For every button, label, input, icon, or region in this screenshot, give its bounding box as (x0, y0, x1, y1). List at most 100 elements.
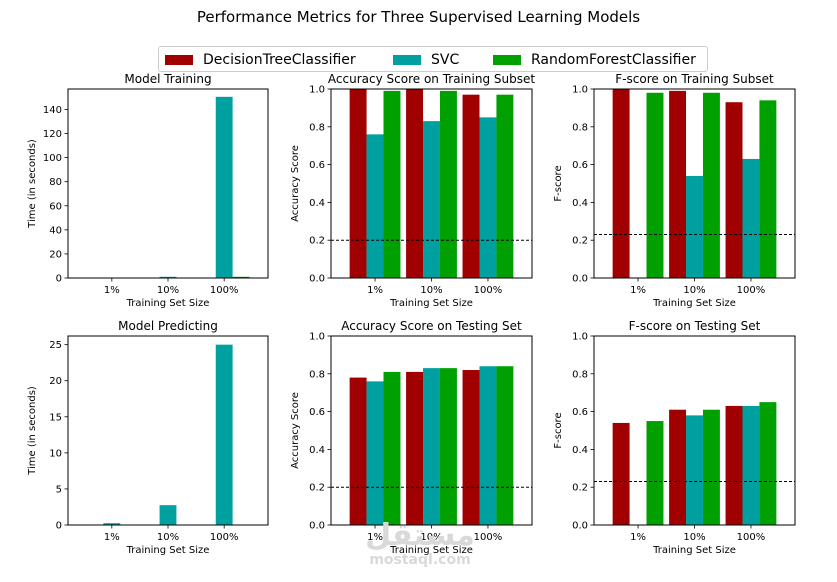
x-axis-label: Training Set Size (652, 545, 736, 556)
y-tick-label: 20 (49, 249, 62, 260)
bar-svc-2 (159, 505, 177, 525)
bar-dt-1 (612, 89, 630, 278)
x-tick-label: 100% (210, 285, 239, 296)
x-tick-label: 100% (737, 285, 766, 296)
legend: DecisionTreeClassifier SVC RandomForestC… (158, 46, 708, 72)
y-tick-label: 25 (49, 340, 62, 351)
bar-rf-1 (383, 90, 401, 278)
x-tick-label: 1% (104, 532, 120, 543)
y-tick-label: 5 (56, 484, 62, 495)
y-tick-label: 0.0 (572, 521, 588, 532)
bar-rf-2 (439, 368, 457, 525)
bar-dt-2 (669, 90, 687, 278)
y-tick-label: 120 (43, 129, 62, 140)
bar-dt-3 (462, 370, 480, 525)
bar-svc-3 (479, 117, 497, 278)
bar-dt-2 (406, 371, 424, 525)
bar-rf-1 (646, 421, 664, 525)
bar-svc-2 (686, 415, 703, 525)
y-tick-label: 0.8 (309, 122, 325, 133)
legend-item-svc: SVC (393, 50, 459, 70)
bar-rf-2 (702, 92, 720, 278)
plot-frame (67, 335, 269, 526)
bar-dt-1 (612, 422, 630, 525)
bar-svc-2 (423, 368, 440, 525)
x-axis-label: Training Set Size (126, 545, 210, 556)
chart-panel-3: 0.0 0.2 0.4 0.6 0.8 1.0 1% 10% 100% F-score on Tr… (553, 72, 796, 309)
panel-title: Model Training (124, 72, 211, 86)
bar-svc-1 (103, 523, 121, 525)
y-tick-label: 0.8 (572, 369, 588, 380)
x-tick-label: 10% (157, 285, 179, 296)
x-tick-label: 1% (630, 285, 646, 296)
x-tick-label: 1% (367, 285, 383, 296)
bar-dt-2 (406, 89, 424, 278)
bar-rf-3 (759, 100, 777, 278)
figure-title: Performance Metrics for Three Supervised… (196, 8, 641, 26)
y-tick-label: 1.0 (572, 332, 588, 343)
x-tick-label: 100% (474, 532, 503, 543)
bar-svc-1 (366, 381, 384, 525)
y-tick-label: 0.4 (572, 198, 588, 209)
bar-dt-2 (669, 409, 687, 525)
x-tick-label: 100% (210, 532, 239, 543)
y-tick-label: 10 (49, 448, 62, 459)
y-tick-label: 0.6 (572, 160, 588, 171)
y-tick-label: 0.6 (309, 160, 325, 171)
y-tick-label: 0.0 (309, 274, 325, 285)
legend-label-decision-tree: DecisionTreeClassifier (203, 52, 356, 68)
bar-svc-3 (742, 405, 760, 525)
y-tick-label: 0.6 (309, 407, 325, 418)
y-tick-label: 0.2 (572, 483, 588, 494)
chart-panel-4: 0 5 10 15 20 25 1% 10% 100% Model Predicting Train… (27, 319, 269, 556)
y-tick-label: 0.4 (309, 445, 325, 456)
y-axis-label: Time (in seconds) (27, 139, 38, 229)
y-tick-label: 0.2 (309, 236, 325, 247)
panel-title: F-score on Testing Set (629, 319, 761, 333)
x-tick-label: 10% (157, 532, 179, 543)
bar-rf-3 (496, 94, 514, 278)
bar-rf-1 (646, 92, 664, 278)
x-tick-label: 1% (104, 285, 120, 296)
y-tick-label: 0.8 (309, 369, 325, 380)
bar-svc-2 (423, 121, 440, 278)
bar-svc-3 (215, 344, 233, 525)
chart-panel-2: 0.0 0.2 0.4 0.6 0.8 1.0 1% 10% 100% Accuracy Scor… (290, 72, 535, 309)
legend-item-decision-tree: DecisionTreeClassifier (165, 50, 356, 70)
x-axis-label: Training Set Size (389, 298, 473, 309)
bar-rf-1 (383, 371, 401, 525)
x-axis-label: Training Set Size (126, 298, 210, 309)
x-tick-label: 100% (474, 285, 503, 296)
bar-rf-3 (759, 402, 777, 525)
x-tick-label: 1% (630, 532, 646, 543)
panel-title: Model Predicting (118, 319, 218, 333)
x-axis-label: Training Set Size (652, 298, 736, 309)
panel-title: Accuracy Score on Testing Set (341, 319, 522, 333)
bar-svc-2 (159, 276, 177, 278)
plot-frame (67, 88, 269, 279)
x-tick-label: 100% (737, 532, 766, 543)
x-tick-label: 10% (420, 532, 442, 543)
y-tick-label: 0 (56, 274, 62, 285)
y-tick-label: 40 (49, 225, 62, 236)
y-tick-label: 0.2 (309, 483, 325, 494)
bar-svc-3 (215, 96, 233, 278)
watermark-latin: mostaql.com (369, 552, 471, 568)
bar-svc-3 (479, 366, 497, 525)
y-tick-label: 0.8 (572, 122, 588, 133)
legend-swatch-svc (393, 55, 421, 65)
bar-rf-2 (702, 409, 720, 525)
chart-panel-5: 0.0 0.2 0.4 0.6 0.8 1.0 1% 10% 100% Accuracy Scor… (290, 319, 533, 556)
y-tick-label: 80 (49, 177, 62, 188)
y-tick-label: 140 (43, 105, 62, 116)
x-tick-label: 1% (367, 532, 383, 543)
legend-label-svc: SVC (431, 52, 460, 68)
bar-dt-3 (725, 405, 743, 525)
panel-title: F-score on Training Subset (615, 72, 774, 86)
y-axis-label: F-score (553, 165, 564, 201)
y-tick-label: 100 (43, 153, 62, 164)
panel-title: Accuracy Score on Training Subset (328, 72, 535, 86)
y-axis-label: F-score (553, 412, 564, 448)
legend-item-random-forest: RandomForestClassifier (493, 50, 696, 70)
